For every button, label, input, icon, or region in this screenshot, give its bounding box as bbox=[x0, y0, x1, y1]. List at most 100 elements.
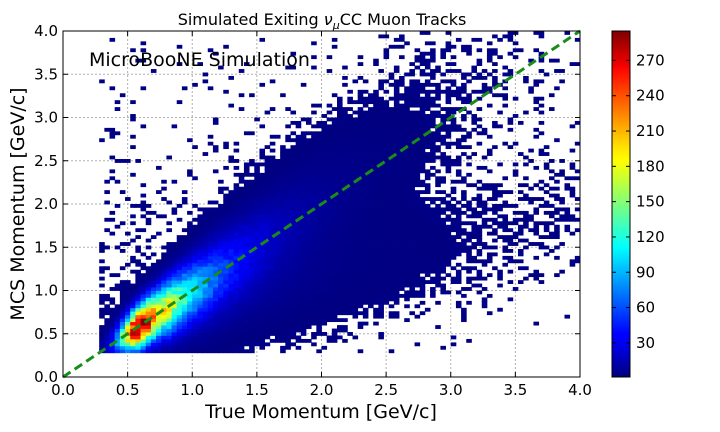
heatmap-bin bbox=[130, 349, 136, 354]
heatmap-bin bbox=[321, 148, 328, 153]
heatmap-bin bbox=[300, 311, 307, 316]
heatmap-bin bbox=[192, 82, 198, 87]
heatmap-bin bbox=[331, 311, 338, 316]
y-axis-ticks: 0.00.51.01.52.02.53.03.54.0 bbox=[34, 22, 580, 386]
heatmap-bin bbox=[450, 127, 457, 132]
heatmap-bin bbox=[574, 217, 581, 222]
heatmap-bin bbox=[166, 255, 172, 260]
heatmap-bin bbox=[399, 159, 405, 163]
heatmap-bin bbox=[161, 332, 167, 336]
heatmap-bin bbox=[331, 155, 338, 160]
heatmap-bin bbox=[228, 283, 235, 288]
heatmap-bin bbox=[254, 255, 260, 260]
heatmap-bin bbox=[409, 155, 415, 160]
heatmap-bin bbox=[461, 138, 467, 143]
heatmap-bin bbox=[461, 134, 467, 139]
heatmap-bin bbox=[274, 252, 281, 257]
heatmap-bin bbox=[404, 255, 410, 260]
heatmap-bin bbox=[202, 214, 209, 219]
heatmap-bin bbox=[419, 248, 426, 253]
heatmap-bin bbox=[181, 335, 188, 340]
heatmap-bin bbox=[388, 269, 395, 274]
heatmap-bin bbox=[342, 138, 348, 143]
heatmap-bin bbox=[238, 349, 245, 354]
heatmap-bin bbox=[218, 252, 224, 257]
heatmap-bin bbox=[409, 221, 415, 226]
heatmap-bin bbox=[104, 127, 110, 132]
heatmap-bin bbox=[548, 186, 555, 191]
heatmap-bin bbox=[285, 307, 291, 312]
heatmap-bin bbox=[424, 159, 431, 163]
heatmap-bin bbox=[280, 231, 286, 236]
heatmap-bin bbox=[352, 269, 359, 274]
heatmap-bin bbox=[156, 293, 162, 298]
heatmap-bin bbox=[249, 304, 255, 309]
heatmap-bin bbox=[368, 183, 374, 188]
heatmap-bin bbox=[362, 120, 369, 125]
heatmap-bin bbox=[166, 307, 172, 312]
heatmap-bin bbox=[223, 318, 229, 323]
heatmap-bin bbox=[156, 332, 162, 336]
heatmap-bin bbox=[342, 221, 348, 226]
heatmap-bin bbox=[140, 41, 147, 46]
heatmap-bin bbox=[300, 314, 307, 319]
heatmap-bin bbox=[321, 297, 328, 302]
heatmap-bin bbox=[223, 217, 229, 222]
heatmap-bin bbox=[424, 107, 431, 111]
heatmap-bin bbox=[481, 75, 488, 80]
heatmap-bin bbox=[383, 300, 390, 305]
heatmap-bin bbox=[207, 280, 214, 284]
heatmap-bin bbox=[399, 82, 405, 87]
heatmap-bin bbox=[538, 103, 545, 108]
heatmap-bin bbox=[156, 338, 162, 343]
heatmap-bin bbox=[461, 221, 467, 226]
heatmap-bin bbox=[481, 82, 488, 87]
heatmap-bin bbox=[466, 338, 472, 343]
heatmap-bin bbox=[150, 210, 157, 215]
heatmap-bin bbox=[254, 186, 260, 191]
heatmap-bin bbox=[187, 266, 193, 271]
heatmap-bin bbox=[212, 248, 219, 253]
heatmap-bin bbox=[249, 159, 255, 163]
heatmap-bin bbox=[223, 248, 229, 253]
heatmap-bin bbox=[430, 155, 436, 160]
heatmap-bin bbox=[337, 273, 343, 278]
heatmap-bin bbox=[140, 273, 147, 278]
heatmap-bin bbox=[233, 197, 240, 201]
heatmap-bin bbox=[114, 321, 121, 326]
heatmap-bin bbox=[440, 242, 446, 246]
heatmap-bin bbox=[435, 214, 441, 219]
heatmap-bin bbox=[156, 314, 162, 319]
heatmap-bin bbox=[404, 259, 410, 264]
heatmap-bin bbox=[486, 224, 493, 229]
heatmap-bin bbox=[202, 245, 209, 250]
heatmap-bin bbox=[414, 200, 421, 205]
heatmap-bin bbox=[399, 75, 405, 80]
heatmap-bin bbox=[187, 238, 193, 243]
heatmap-bin bbox=[269, 269, 276, 274]
heatmap-bin bbox=[249, 204, 255, 208]
heatmap-bin bbox=[492, 48, 498, 53]
heatmap-bin bbox=[228, 321, 235, 326]
heatmap-bin bbox=[492, 75, 498, 80]
heatmap-bin bbox=[197, 335, 203, 340]
heatmap-bin bbox=[471, 276, 477, 281]
heatmap-bin bbox=[161, 266, 167, 271]
heatmap-bin bbox=[274, 321, 281, 326]
heatmap-bin bbox=[140, 297, 147, 302]
heatmap-bin bbox=[150, 300, 157, 305]
heatmap-bin bbox=[280, 252, 286, 257]
heatmap-bin bbox=[321, 252, 328, 257]
heatmap-bin bbox=[342, 152, 348, 156]
heatmap-bin bbox=[285, 345, 291, 350]
heatmap-bin bbox=[347, 311, 353, 316]
heatmap-bin bbox=[373, 283, 379, 288]
heatmap-bin bbox=[424, 221, 431, 226]
heatmap-bin bbox=[305, 155, 312, 160]
heatmap-bin bbox=[538, 197, 545, 201]
heatmap-bin bbox=[362, 314, 369, 319]
heatmap-bin bbox=[223, 259, 229, 264]
heatmap-bin bbox=[373, 58, 379, 63]
heatmap-bin bbox=[321, 207, 328, 212]
heatmap-bin bbox=[419, 127, 426, 132]
